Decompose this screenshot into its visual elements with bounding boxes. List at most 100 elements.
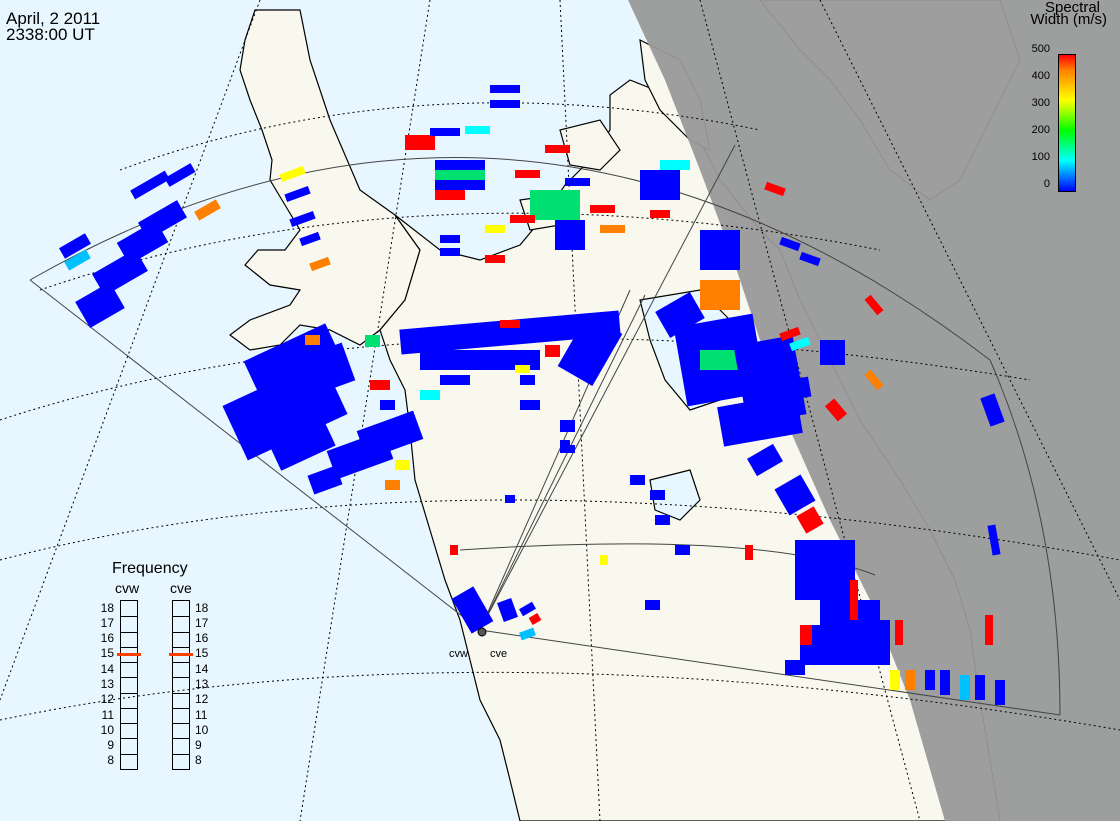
scatter-cell [294, 342, 356, 398]
frequency-level-label: 17 [100, 615, 114, 630]
scatter-cell [800, 625, 890, 665]
map-date: April, 2 2011 [6, 9, 101, 28]
frequency-level-divider [173, 677, 189, 679]
fov-beam-2 [479, 144, 736, 631]
scatter-cell [520, 400, 540, 410]
scatter-cell [75, 282, 125, 328]
frequency-level-label: 15 [100, 646, 114, 661]
scatter-cell [560, 420, 575, 432]
radar-name-cvw: cvw [115, 580, 140, 596]
frequency-level-divider [173, 692, 189, 694]
frequency-level-label: 18 [100, 600, 114, 615]
frequency-level-label: 8 [107, 753, 114, 768]
scatter-cell [940, 670, 950, 695]
scatter-cell [420, 390, 440, 400]
scatter-cell [520, 375, 535, 385]
frequency-level-label: 9 [195, 738, 202, 753]
night-shading [628, 0, 1120, 821]
frequency-level-label: 16 [100, 631, 114, 646]
radar-site-marker [477, 627, 487, 637]
great-lake [649, 469, 701, 521]
scatter-cell [485, 255, 505, 263]
scatter-cell [660, 160, 690, 170]
scatter-cell [395, 460, 410, 470]
frequency-level-divider [121, 723, 137, 725]
frequency-level-label: 12 [195, 692, 209, 707]
scatter-cell [289, 210, 316, 228]
scatter-cell [560, 445, 575, 453]
scatter-cell [309, 256, 331, 272]
lon-line-5 [819, 0, 1120, 601]
scatter-cell [435, 180, 485, 190]
scatter-cell [356, 410, 424, 460]
scatter-cell [485, 225, 505, 233]
scatter-cell [864, 369, 884, 391]
scatter-cell [130, 170, 170, 200]
scatter-cell [745, 545, 753, 560]
scatter-cell [59, 233, 91, 259]
fov-bottom-edge [479, 629, 1061, 716]
scatter-cell [530, 190, 580, 220]
frequency-level-label: 8 [195, 753, 202, 768]
frequency-level-divider [121, 616, 137, 618]
scatter-cell [399, 310, 621, 355]
scatter-cell [560, 440, 570, 448]
lat-line-70 [39, 212, 881, 291]
scatter-cell [555, 220, 585, 250]
scatter-cell [985, 615, 993, 645]
scatter-cell [500, 320, 520, 328]
colorbar-scale [1058, 54, 1076, 192]
frequency-level-divider [173, 662, 189, 664]
scatter-cell [243, 323, 347, 407]
scatter-cell [779, 326, 801, 342]
frequency-level-label: 11 [101, 707, 114, 722]
scatter-cell [655, 292, 705, 338]
radar-name-cve: cve [170, 580, 192, 596]
frequency-selected-marker [169, 653, 193, 657]
frequency-level-divider [121, 692, 137, 694]
scatter-cell [299, 231, 321, 247]
frequency-level-divider [121, 662, 137, 664]
frequency-level-label: 18 [195, 600, 209, 615]
scatter-cell [795, 540, 855, 600]
frequency-level-divider [173, 738, 189, 740]
scatter-cell [700, 230, 740, 270]
scatter-cell [440, 248, 460, 256]
scatter-cell [960, 675, 970, 700]
scatter-cell [700, 350, 740, 370]
scatter-cell [279, 165, 306, 183]
scatter-cell [820, 340, 845, 365]
scatter-cell [194, 199, 221, 221]
frequency-level-divider [121, 738, 137, 740]
frequency-level-label: 10 [100, 722, 114, 737]
scatter-cell [747, 443, 783, 477]
frequency-level-label: 13 [195, 677, 209, 691]
scatter-cell [880, 620, 890, 650]
fov-outer-arc [29, 157, 1061, 716]
scatter-cell [717, 393, 803, 447]
scatter-cell [519, 601, 536, 617]
scatter-cell [764, 181, 786, 197]
frequency-level-label: 11 [195, 707, 208, 722]
scatter-cell [980, 393, 1005, 427]
frequency-level-divider [173, 631, 189, 633]
scatter-cell [370, 380, 390, 390]
scatter-cell [515, 365, 530, 373]
frequency-title: Frequency [112, 560, 188, 577]
arctic-island-1 [559, 119, 621, 171]
frequency-bar-cve [169, 600, 193, 770]
scatter-cell [774, 474, 816, 516]
frequency-level-divider [121, 753, 137, 755]
scatter-cell [785, 660, 805, 675]
scatter-cell [925, 670, 935, 690]
scatter-cell [995, 680, 1005, 705]
frequency-level-label: 17 [195, 615, 209, 630]
site-label-cve: cve [490, 648, 508, 660]
scatter-cell [307, 465, 343, 495]
scatter-cell [365, 335, 380, 347]
colorbar-tick: 300 [1031, 97, 1050, 109]
scatter-cell [650, 490, 665, 500]
scatter-cell [490, 85, 520, 93]
scatter-cell [450, 545, 458, 555]
